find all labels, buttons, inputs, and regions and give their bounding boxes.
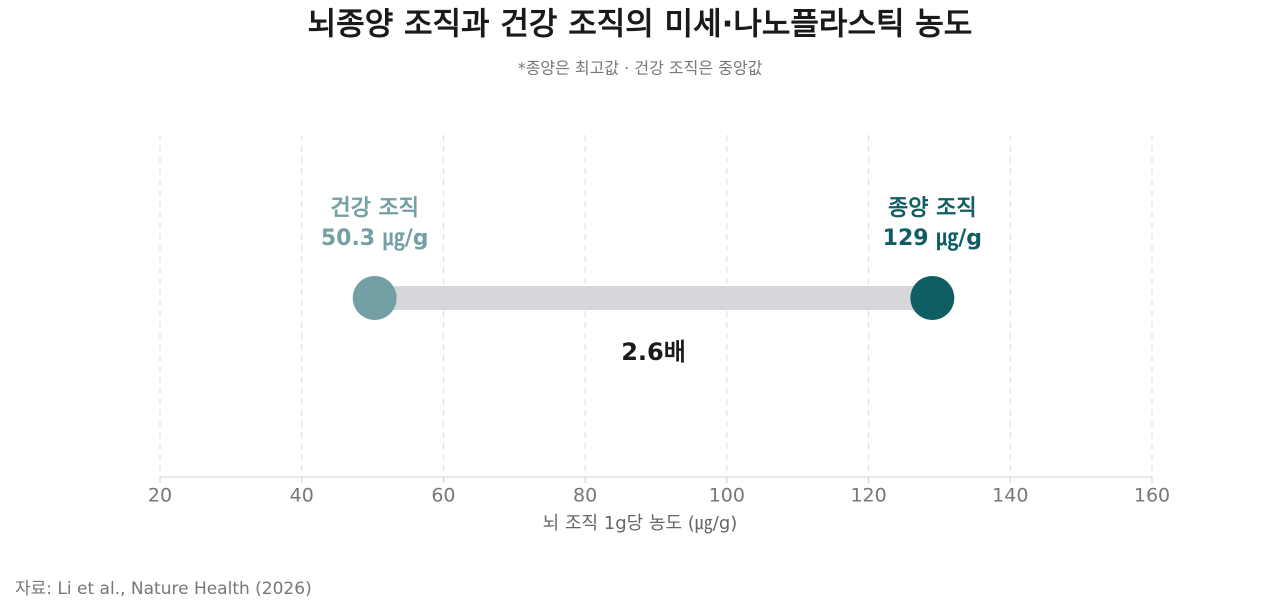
x-tick-label: 160 xyxy=(1134,485,1170,507)
value-label: 50.3 ㎍/g xyxy=(321,226,429,252)
x-tick-label: 80 xyxy=(573,485,597,507)
source-note: 자료: Li et al., Nature Health (2026) xyxy=(15,579,312,599)
x-tick-label: 60 xyxy=(431,485,455,507)
x-tick-label: 140 xyxy=(992,485,1028,507)
dumbbell-dot xyxy=(910,276,955,320)
x-tick-label: 100 xyxy=(709,485,745,507)
category-label: 종양 조직 xyxy=(888,196,977,221)
value-label: 129 ㎍/g xyxy=(883,226,982,252)
x-tick-label: 120 xyxy=(850,485,886,507)
ratio-annotation: 2.6배 xyxy=(621,338,686,366)
dumbbell-dot xyxy=(352,276,397,320)
x-axis-label: 뇌 조직 1g당 농도 (㎍/g) xyxy=(543,513,738,534)
chart-title: 뇌종양 조직과 건강 조직의 미세·나노플라스틱 농도 xyxy=(308,7,973,43)
category-label: 건강 조직 xyxy=(330,196,419,221)
x-tick-label: 40 xyxy=(290,485,314,507)
chart-subtitle: *종양은 최고값 · 건강 조직은 중앙값 xyxy=(518,59,763,78)
x-tick-label: 20 xyxy=(148,485,172,507)
